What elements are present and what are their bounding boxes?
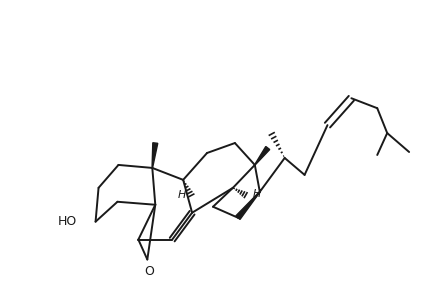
Text: H: H [178,190,186,200]
Text: HO: HO [58,215,78,228]
Polygon shape [152,143,158,168]
Polygon shape [255,146,270,165]
Text: H: H [252,189,261,199]
Text: O: O [144,265,154,278]
Polygon shape [236,192,260,220]
